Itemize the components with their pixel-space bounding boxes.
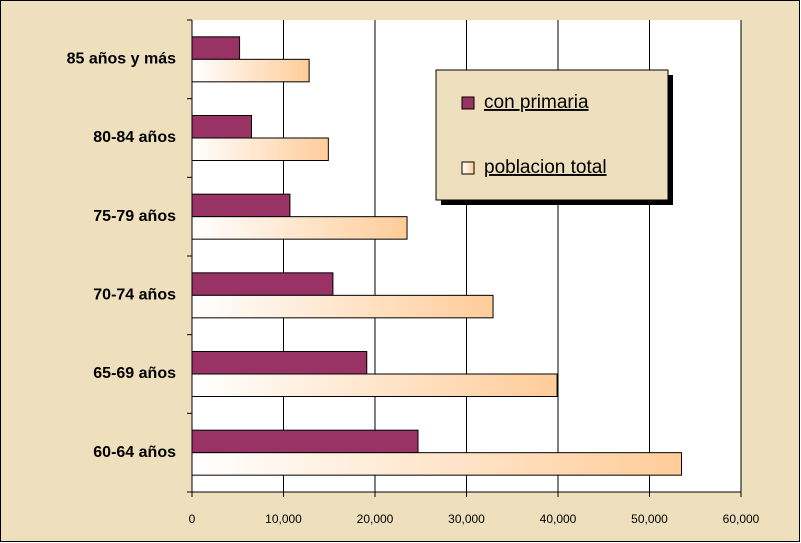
bar (191, 58, 310, 83)
legend-swatch (461, 96, 475, 110)
legend-label: poblacion total (484, 157, 607, 178)
bar (191, 429, 419, 454)
x-tick-label: 10,000 (265, 512, 302, 526)
x-tick-label: 50,000 (631, 512, 668, 526)
legend-swatch (461, 161, 475, 175)
bar (191, 272, 334, 296)
x-tick-label: 20,000 (357, 512, 394, 526)
legend-label: con primaria (484, 92, 589, 113)
bar (191, 137, 329, 161)
bar (191, 294, 494, 319)
x-tick-label: 60,000 (723, 512, 760, 526)
bar (191, 452, 683, 476)
bar (191, 373, 558, 397)
y-tick-label: 60-64 años (93, 444, 176, 461)
bar (191, 216, 408, 240)
bar (191, 193, 291, 218)
bar (191, 36, 241, 60)
y-tick-label: 80-84 años (93, 129, 176, 146)
x-tick-label: 40,000 (540, 512, 577, 526)
bar (191, 351, 368, 375)
x-tick-label: 30,000 (448, 512, 485, 526)
y-tick-label: 65-69 años (93, 365, 176, 382)
y-tick-label: 70-74 años (93, 287, 176, 304)
legend (435, 69, 669, 201)
bar (191, 115, 252, 139)
x-tick-label: 0 (189, 512, 196, 526)
y-tick-label: 75-79 años (93, 208, 176, 225)
y-tick-label: 85 años y más (67, 51, 177, 68)
